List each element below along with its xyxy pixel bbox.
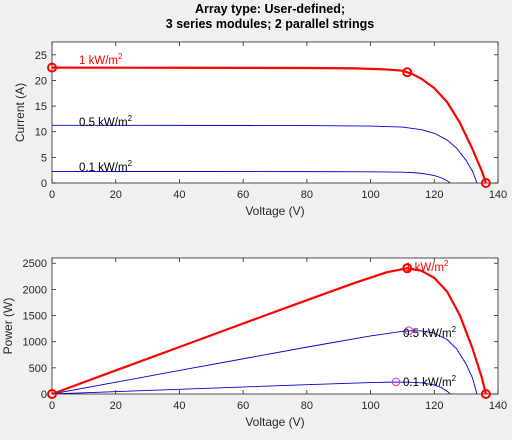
iv-x-tick-label: 0	[49, 189, 55, 201]
pv-axes-box	[51, 257, 499, 395]
iv-curve-label-12: 1 kW/m2	[79, 52, 123, 67]
pv-y-tick-label: 500	[29, 363, 47, 375]
pv-highlight-point-marker	[402, 263, 413, 274]
pv-curve-label-superscript: 2	[452, 325, 457, 334]
pv-series-line-12	[52, 267, 487, 394]
iv-curve-label-superscript: 2	[128, 159, 133, 168]
pv-x-tick-label: 80	[301, 400, 313, 412]
iv-curve-label-superscript: 2	[128, 114, 133, 123]
iv-highlight-point-marker	[480, 178, 491, 188]
iv-y-tick-label: 20	[35, 75, 47, 87]
iv-curve-label-text: 0.1 kW/m	[79, 162, 128, 174]
pv-curve-label-text: 0.1 kW/m	[403, 377, 452, 389]
pv-x-tick-label: 40	[173, 400, 185, 412]
pv-y-axis-label: Power (W)	[1, 298, 15, 355]
pv-highlight-point-marker	[480, 389, 491, 399]
iv-series-line-0p12	[52, 171, 451, 183]
pv-curve-label-0p12: 0.1 kW/m2	[403, 374, 457, 389]
pv-x-tick-label: 60	[237, 400, 249, 412]
pv-y-tick-label: 2000	[23, 284, 47, 296]
iv-highlight-point-marker	[47, 62, 57, 73]
iv-y-tick-label: 5	[41, 152, 47, 164]
iv-y-tick-label: 0	[41, 178, 47, 190]
iv-x-tick-label: 40	[173, 189, 185, 201]
iv-x-tick-label: 120	[425, 189, 443, 201]
pv-highlight-point-marker	[47, 389, 57, 399]
pv-x-tick-label: 0	[49, 400, 55, 412]
pv-series-line-0p52	[52, 330, 478, 394]
pv-y-tick-label: 1000	[23, 337, 47, 349]
iv-axes-background	[52, 42, 498, 183]
iv-x-tick-label: 140	[489, 189, 507, 201]
pv-curve-label-12: 1 kW/m2	[405, 259, 449, 274]
pv-mpp-marker	[404, 326, 414, 336]
pv-curve-label-superscript: 2	[452, 374, 457, 383]
pv-mpp-marker	[391, 377, 401, 387]
iv-curve-label-0p12: 0.1 kW/m2	[79, 159, 133, 174]
pv-curve-label-text: 0.5 kW/m	[403, 328, 452, 340]
iv-curve-label-0p52: 0.5 kW/m2	[79, 114, 133, 129]
iv-series-line-0p52	[52, 124, 478, 183]
pv-x-tick-label: 140	[489, 400, 507, 412]
iv-series-line-12	[52, 66, 487, 183]
pv-y-tick-label: 1500	[23, 311, 47, 323]
pv-x-tick-label: 100	[361, 400, 379, 412]
iv-y-axis-label: Current (A)	[13, 83, 27, 142]
iv-x-axis-label: Voltage (V)	[245, 204, 304, 218]
figure-title-line-2: 3 series modules; 2 parallel strings	[166, 17, 374, 31]
iv-curve-label-superscript: 2	[118, 52, 123, 61]
iv-x-tick-label: 100	[361, 189, 379, 201]
pv-y-tick-label: 0	[41, 389, 47, 401]
pv-curve-label-0p52: 0.5 kW/m2	[403, 325, 457, 340]
pv-curve-label-superscript: 2	[444, 259, 449, 268]
iv-highlight-point-marker	[402, 67, 413, 78]
iv-y-tick-label: 15	[35, 101, 47, 113]
pv-x-axis-label: Voltage (V)	[245, 415, 304, 429]
iv-y-tick-label: 25	[35, 50, 47, 62]
iv-axes-box	[51, 41, 499, 184]
iv-curve-label-text: 0.5 kW/m	[79, 117, 128, 129]
pv-axes-background	[52, 258, 498, 394]
figure-title-line-1: Array type: User-defined;	[195, 2, 345, 16]
iv-y-tick-label: 10	[35, 127, 47, 139]
power-voltage-plot: 0 20 40 60 80 100 120 140 0 500 1000 1500 2000 2500 Vo…	[1, 257, 507, 429]
pv-x-tick-label: 120	[425, 400, 443, 412]
pv-y-tick-label: 2500	[23, 258, 47, 270]
pv-x-tick-label: 20	[110, 400, 122, 412]
current-voltage-plot: 0 20 40 60 80 100 120 140 0 5 10 15 20 25 Voltage (V) C…	[13, 41, 507, 218]
pv-series-line-0p12	[52, 381, 451, 394]
iv-x-tick-label: 60	[237, 189, 249, 201]
iv-curve-label-text: 1 kW/m	[79, 55, 118, 67]
iv-x-tick-label: 80	[301, 189, 313, 201]
iv-x-tick-label: 20	[110, 189, 122, 201]
pv-curve-label-text: 1 kW/m	[405, 262, 444, 274]
